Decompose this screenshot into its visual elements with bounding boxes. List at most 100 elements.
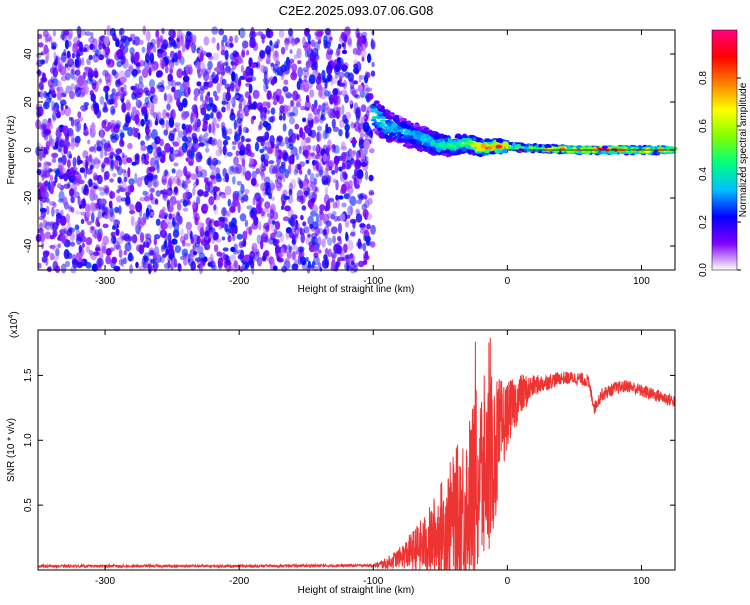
heatmap-cell (194, 242, 200, 248)
heatmap-cell (153, 181, 157, 187)
heatmap-cell (53, 51, 57, 60)
heatmap-cell (225, 229, 232, 235)
heatmap-cell (314, 99, 318, 109)
heatmap-cell (61, 52, 67, 57)
heatmap-cell (213, 244, 219, 253)
heatmap-cell (264, 201, 271, 209)
heatmap-cell (169, 68, 174, 75)
heatmap-cell (340, 89, 348, 97)
heatmap-cell (144, 96, 150, 105)
heatmap-cell (213, 191, 217, 201)
heatmap-cell (306, 186, 310, 197)
heatmap-cell (150, 211, 155, 217)
heatmap-cell (331, 143, 337, 153)
heatmap-cell (208, 123, 212, 134)
heatmap-cell (309, 51, 317, 61)
heatmap-cell (331, 254, 336, 262)
heatmap-cell (221, 207, 227, 217)
colorbar-label: Normalized spectral amplitude (738, 82, 749, 217)
heatmap-cell (364, 235, 371, 243)
heatmap-cell (348, 193, 352, 203)
heatmap-cell (462, 133, 467, 137)
heatmap-cell (497, 149, 503, 153)
heatmap-cell (233, 260, 238, 268)
heatmap-cell (266, 54, 271, 63)
heatmap-cell (171, 57, 176, 63)
heatmap-cell (198, 142, 205, 147)
heatmap-cell (40, 230, 44, 237)
heatmap-cell (92, 193, 99, 201)
heatmap-cell (122, 124, 129, 131)
heatmap-cell (153, 237, 157, 246)
heatmap-cell (62, 196, 68, 207)
heatmap-cell (110, 135, 118, 143)
heatmap-cell (191, 132, 197, 139)
heatmap-cell (48, 36, 53, 43)
heatmap-cell (328, 166, 333, 171)
heatmap-cell (216, 63, 224, 73)
snr-series (37, 337, 676, 571)
heatmap-cell (316, 146, 323, 157)
heatmap-cell (53, 254, 60, 261)
heatmap-cell (140, 118, 145, 127)
heatmap-cell (118, 258, 123, 266)
heatmap-cell (314, 31, 318, 37)
heatmap-cell (131, 106, 137, 116)
heatmap-cell (347, 205, 353, 217)
heatmap-cell (96, 174, 103, 185)
heatmap-cell (313, 255, 320, 266)
heatmap-cell (88, 249, 93, 256)
heatmap-cell (43, 44, 49, 55)
svg-text:(x104): (x104) (8, 311, 20, 338)
heatmap-cell (116, 165, 120, 170)
heatmap-cell (49, 174, 54, 182)
heatmap-cell (261, 211, 265, 217)
heatmap-cell (65, 105, 68, 110)
heatmap-cell (248, 226, 253, 236)
heatmap-cell (456, 135, 463, 140)
heatmap-cell (92, 100, 97, 109)
colorbar-tick-label: 0.0 (698, 263, 709, 277)
heatmap-cell (212, 52, 220, 61)
spectrogram-y-label: Frequency (Hz) (6, 116, 17, 185)
heatmap-cell (198, 136, 202, 142)
heatmap-cell (59, 215, 67, 226)
heatmap-cell (329, 94, 335, 105)
heatmap-cell (299, 169, 303, 175)
heatmap-cell (472, 137, 477, 141)
heatmap-cell (362, 209, 369, 218)
heatmap-cell (353, 102, 359, 111)
heatmap-cell (406, 143, 412, 146)
heatmap-cell (109, 206, 114, 218)
heatmap-cell (145, 214, 150, 220)
heatmap-cell (274, 244, 280, 254)
heatmap-cell (113, 240, 120, 250)
heatmap-cell (240, 196, 245, 204)
heatmap-cell (146, 166, 152, 177)
heatmap-cell (50, 180, 55, 190)
heatmap-cell (213, 194, 221, 201)
heatmap-cell (221, 78, 227, 86)
heatmap-cell (89, 43, 94, 50)
heatmap-cell (242, 40, 249, 49)
heatmap-cell (51, 45, 57, 50)
heatmap-cell (67, 28, 73, 39)
heatmap-cell (129, 204, 135, 211)
heatmap-cell (313, 252, 319, 258)
heatmap-cell (232, 176, 236, 185)
heatmap-cell (322, 78, 330, 83)
heatmap-cell (260, 239, 264, 250)
heatmap-cell (292, 106, 299, 117)
heatmap-cell (295, 101, 301, 108)
heatmap-cell (288, 28, 294, 37)
heatmap-cell (407, 145, 415, 149)
heatmap-cell (318, 227, 324, 235)
heatmap-cell (70, 140, 75, 151)
heatmap-cell (255, 204, 263, 215)
heatmap-cell (40, 59, 46, 65)
heatmap-cell (151, 63, 157, 72)
heatmap-cell (90, 226, 95, 231)
heatmap-cell (90, 32, 94, 39)
heatmap-cell (341, 162, 346, 170)
heatmap-cell (315, 159, 319, 171)
